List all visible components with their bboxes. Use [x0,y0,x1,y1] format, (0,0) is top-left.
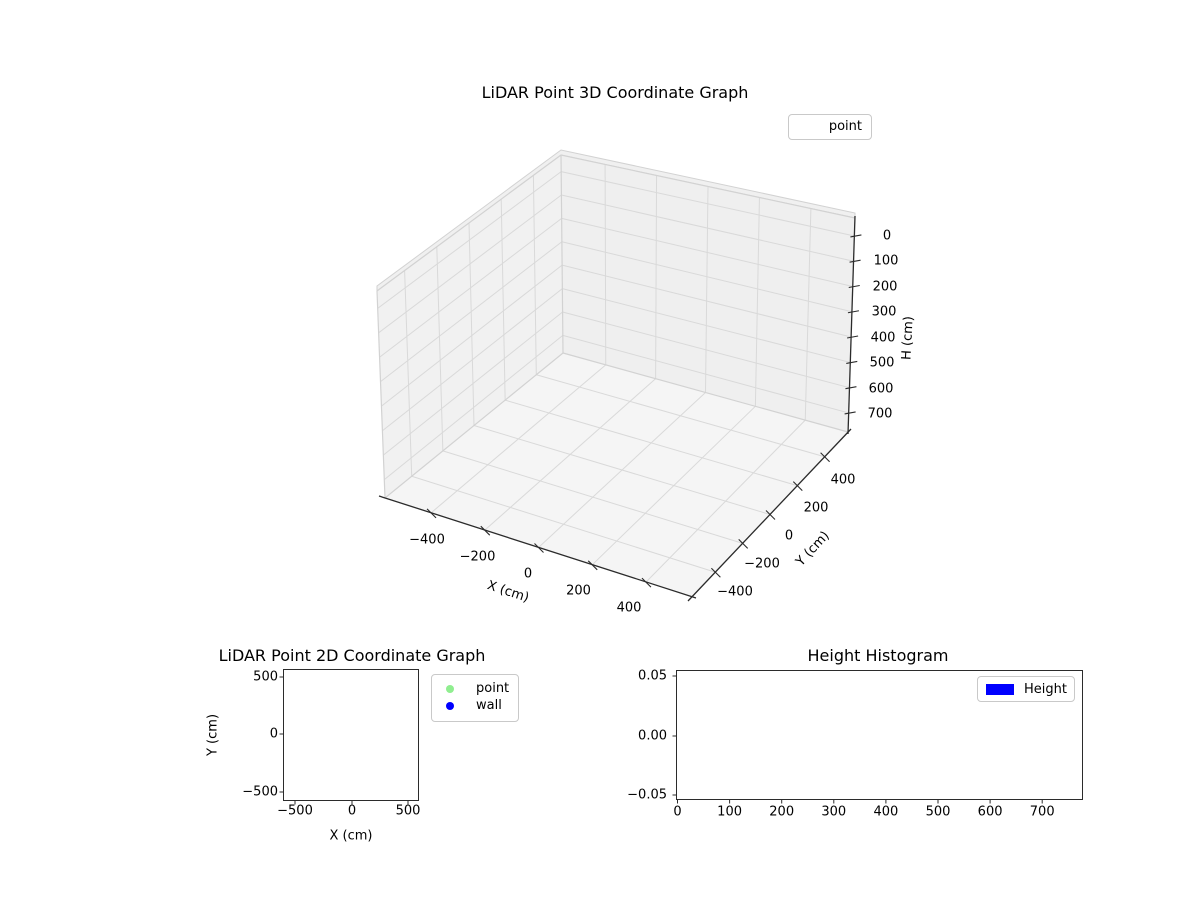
plot3d-z-tick-label: 300 [871,304,897,320]
plot3d-z-tick-label: 600 [868,381,894,397]
hist-legend: Height [977,676,1075,702]
hist-x-tick-label: 300 [821,804,847,820]
hist-axes [672,670,1083,804]
plot3d-z-tick-label: 700 [867,406,893,422]
plot3d-pane-edges [376,154,856,499]
plot2d-x-tick-label: 500 [395,803,421,819]
plot3d-legend-label-point: point [828,119,862,134]
hist-x-tick-label: 100 [717,804,743,820]
hist-x-tick-label: 200 [769,804,795,820]
plot3d-title: LiDAR Point 3D Coordinate Graph [481,83,749,102]
plot3d-y-tick-label: −200 [744,556,780,572]
hist-y-tick-label: −0.05 [627,787,667,803]
plot2d-y-tick-label: −500 [242,784,278,800]
plot3d-z-tick-label: 100 [873,253,899,269]
plot2d-y-tick-label: 0 [269,726,278,742]
plot2d-legend-item-wall: wall [432,697,518,714]
plot3d-z-tick-label: 500 [869,355,895,371]
hist-x-tick-label: 500 [925,804,951,820]
plot3d-x-tick-label: 200 [566,583,591,599]
hist-x-tick-label: 700 [1029,804,1055,820]
plot2d-title: LiDAR Point 2D Coordinate Graph [218,646,486,665]
plot2d-y-tick-label: 500 [253,669,278,685]
hist-legend-label-height: Height [1024,681,1067,697]
hist-x-tick-label: 400 [873,804,899,820]
plot3d-y-tick-label: −400 [717,584,753,600]
plot3d-z-tick-label: 0 [882,228,892,244]
plot2d-legend-item-point: point [432,680,518,697]
plot3d-legend: point [788,114,872,140]
plot3d-y-tick-label: 200 [803,500,829,516]
plot2d-x-tick-label: −500 [277,803,313,819]
hist-y-tick-label: 0.00 [638,728,667,744]
plot3d-tick-marks [426,234,862,588]
plot3d-grid [377,164,855,583]
hist-x-tick-label: 600 [977,804,1003,820]
hist-x-tick-label: 0 [673,804,682,820]
plot2d-legend-label-wall: wall [476,698,502,713]
wall-marker-icon [446,701,454,710]
plot2d-xlabel: X (cm) [329,828,373,844]
plot2d-legend: point wall [431,674,519,722]
plot3d-x-tick-label: 400 [616,600,642,616]
plot3d-x-tick-label: −200 [459,549,496,565]
plot3d-panes [376,149,856,597]
plot3d-y-tick-label: 0 [784,528,794,544]
plot3d-z-tick-label: 400 [870,330,896,346]
plot3d-zlabel: H (cm) [899,315,917,361]
plot3d-x-tick-label: −400 [409,532,445,548]
plot3d-x-tick-label: 0 [523,566,533,582]
plot3d-z-tick-label: 200 [872,279,898,295]
point-marker-icon [446,684,454,693]
plot2d-ylabel: Y (cm) [205,713,221,757]
hist-title: Height Histogram [807,646,949,665]
plot2d-legend-label-point: point [476,681,510,696]
plot2d-axes [279,669,419,805]
hist-y-tick-label: 0.05 [638,668,667,684]
plot3d-y-tick-label: 400 [830,472,856,488]
height-patch-icon [986,683,1014,695]
plot2d-x-tick-label: 0 [347,803,357,819]
